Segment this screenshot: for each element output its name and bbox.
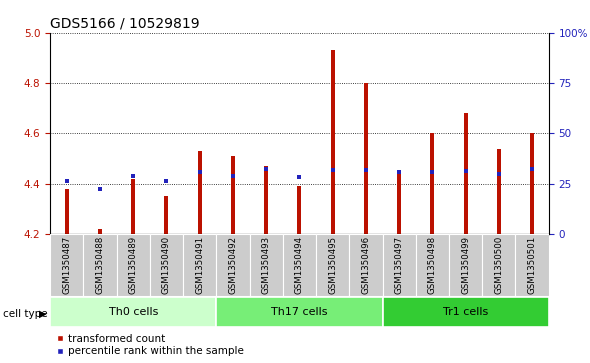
Bar xyxy=(482,234,516,296)
Text: GSM1350494: GSM1350494 xyxy=(295,236,304,294)
Text: GSM1350487: GSM1350487 xyxy=(63,236,71,294)
Bar xyxy=(516,234,549,296)
Text: cell type: cell type xyxy=(3,309,48,319)
Bar xyxy=(65,189,69,234)
Text: GSM1350495: GSM1350495 xyxy=(328,236,337,294)
Bar xyxy=(330,50,335,234)
Text: GSM1350501: GSM1350501 xyxy=(527,236,536,294)
Bar xyxy=(283,234,316,296)
Text: GSM1350491: GSM1350491 xyxy=(195,236,204,294)
Text: GSM1350497: GSM1350497 xyxy=(395,236,404,294)
Bar xyxy=(382,298,549,327)
Bar xyxy=(397,174,401,234)
Bar xyxy=(250,234,283,296)
Legend: transformed count, percentile rank within the sample: transformed count, percentile rank withi… xyxy=(55,334,244,356)
Bar xyxy=(231,156,235,234)
Bar xyxy=(382,234,416,296)
Bar xyxy=(530,134,534,234)
Text: GSM1350492: GSM1350492 xyxy=(228,236,237,294)
Bar xyxy=(217,298,382,327)
Bar xyxy=(349,234,382,296)
Text: GSM1350496: GSM1350496 xyxy=(362,236,371,294)
Bar xyxy=(150,234,183,296)
Text: GSM1350488: GSM1350488 xyxy=(96,236,104,294)
Bar xyxy=(50,298,217,327)
Bar xyxy=(364,83,368,234)
Bar xyxy=(183,234,217,296)
Bar xyxy=(117,234,150,296)
Bar xyxy=(264,166,268,234)
Bar xyxy=(497,148,501,234)
Bar xyxy=(98,229,102,234)
Bar xyxy=(297,186,301,234)
Bar xyxy=(198,151,202,234)
Bar xyxy=(217,234,250,296)
Bar xyxy=(131,179,135,234)
Bar xyxy=(449,234,482,296)
Text: Th17 cells: Th17 cells xyxy=(271,306,327,317)
Text: ▶: ▶ xyxy=(38,309,46,319)
Text: GDS5166 / 10529819: GDS5166 / 10529819 xyxy=(50,16,200,30)
Text: Tr1 cells: Tr1 cells xyxy=(443,306,489,317)
Bar xyxy=(416,234,449,296)
Text: Th0 cells: Th0 cells xyxy=(109,306,158,317)
Text: GSM1350499: GSM1350499 xyxy=(461,236,470,294)
Bar xyxy=(83,234,117,296)
Text: GSM1350493: GSM1350493 xyxy=(262,236,271,294)
Bar xyxy=(316,234,349,296)
Text: GSM1350500: GSM1350500 xyxy=(494,236,503,294)
Bar xyxy=(464,113,468,234)
Text: GSM1350489: GSM1350489 xyxy=(129,236,137,294)
Bar xyxy=(430,134,434,234)
Text: GSM1350490: GSM1350490 xyxy=(162,236,171,294)
Bar xyxy=(165,196,169,234)
Text: GSM1350498: GSM1350498 xyxy=(428,236,437,294)
Bar xyxy=(50,234,83,296)
